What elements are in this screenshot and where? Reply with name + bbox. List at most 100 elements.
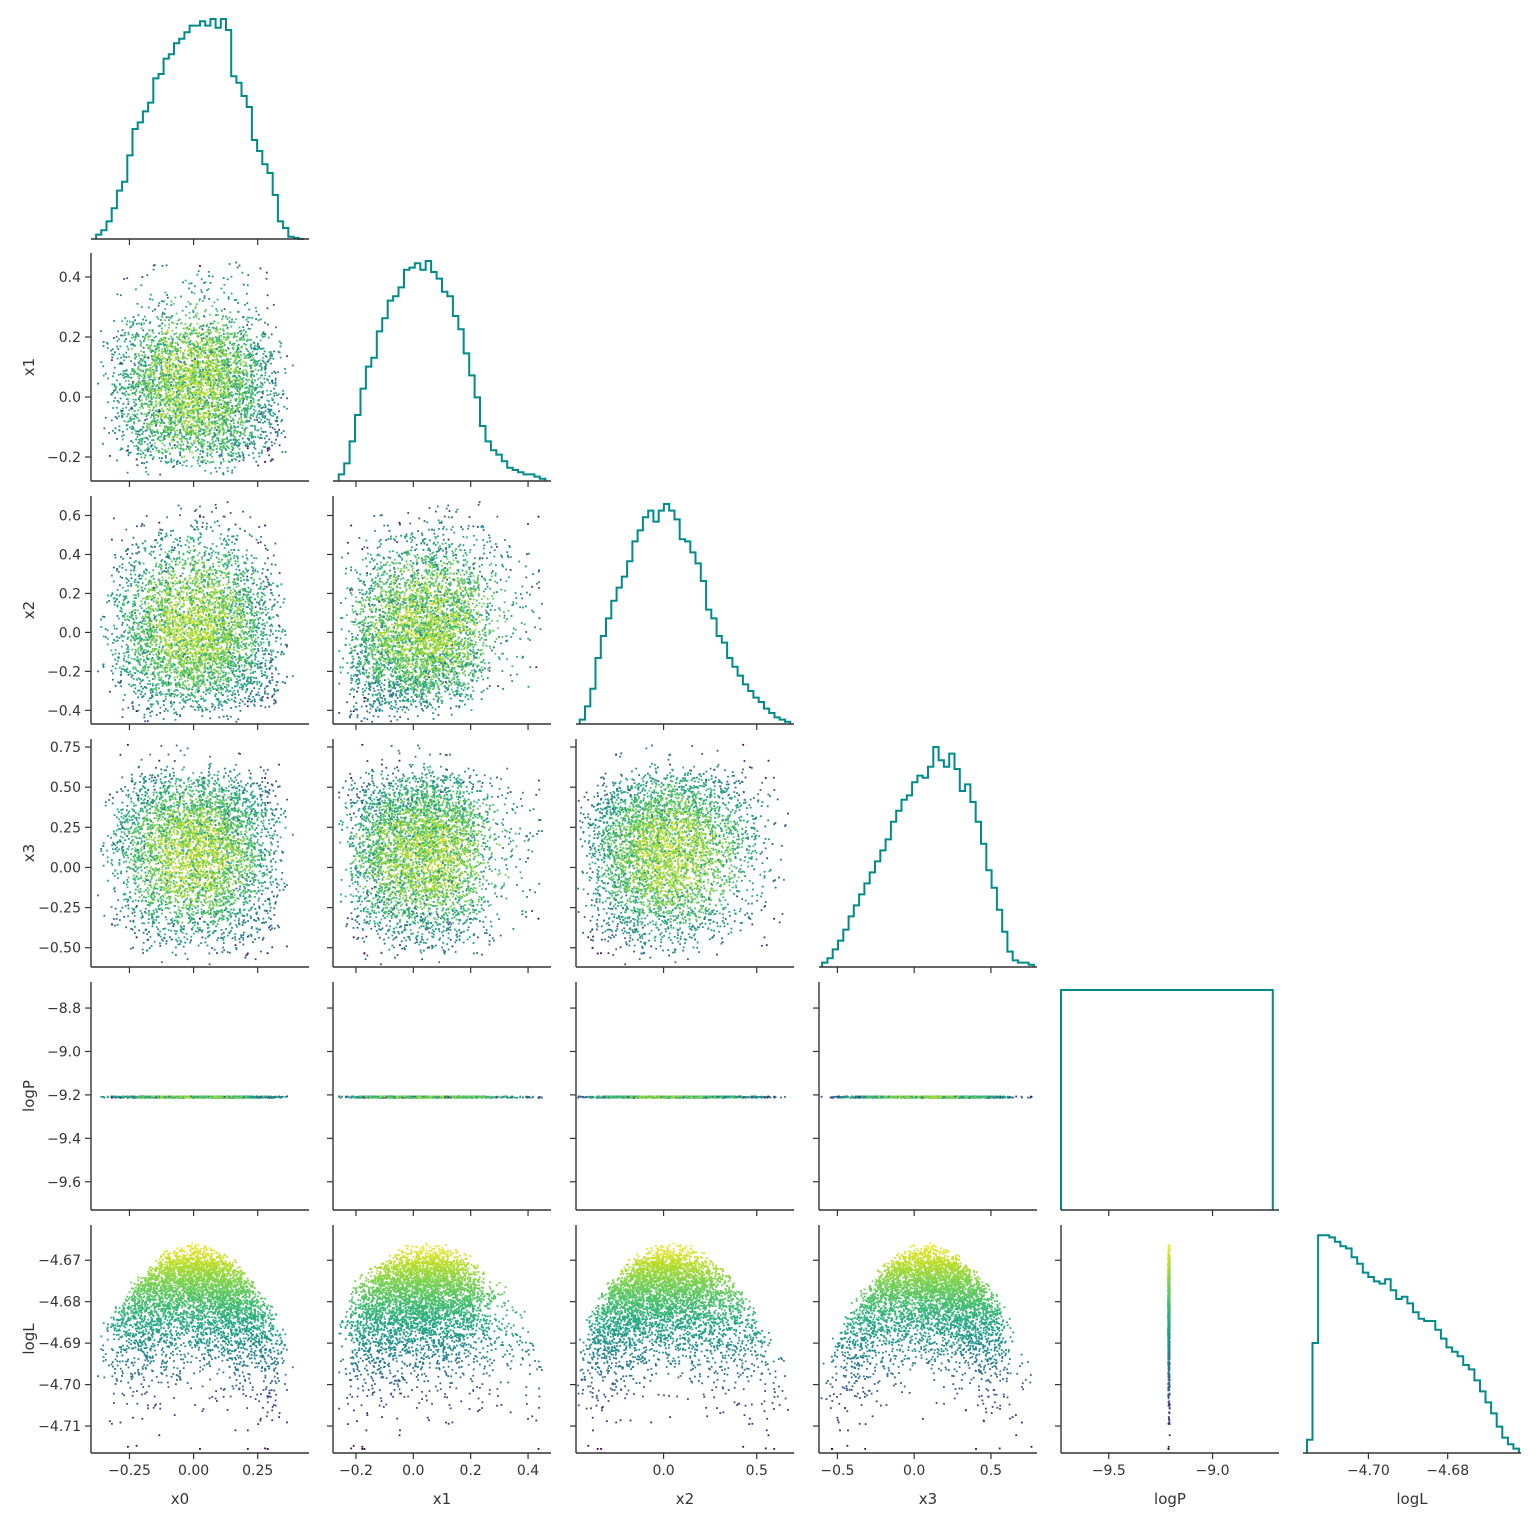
scatter-point — [180, 323, 182, 325]
scatter-point — [151, 444, 153, 446]
scatter-point — [228, 359, 230, 361]
scatter-point — [269, 413, 271, 415]
scatter-point — [187, 446, 189, 448]
scatter-point — [167, 331, 169, 333]
scatter-point — [239, 679, 241, 681]
scatter-point — [281, 432, 283, 434]
scatter-point — [226, 366, 228, 368]
scatter-point — [212, 327, 214, 329]
scatter-point — [147, 720, 149, 722]
scatter-point — [122, 329, 124, 331]
scatter-point — [277, 404, 279, 406]
scatter-point — [244, 429, 246, 431]
scatter-point — [278, 410, 280, 412]
scatter-point — [155, 565, 157, 567]
scatter-point — [280, 357, 282, 359]
scatter-point — [172, 403, 174, 405]
scatter-point — [236, 721, 238, 723]
scatter-point — [132, 382, 134, 384]
scatter-point — [237, 357, 239, 359]
scatter-point — [202, 393, 204, 395]
scatter-point — [122, 335, 124, 337]
scatter-point — [220, 348, 222, 350]
scatter-point — [124, 388, 126, 390]
scatter-point — [198, 335, 200, 337]
scatter-point — [269, 422, 271, 424]
scatter-point — [159, 353, 161, 355]
scatter-point — [200, 334, 202, 336]
scatter-point — [116, 346, 118, 348]
scatter-point — [197, 386, 199, 388]
scatter-point — [168, 355, 170, 357]
scatter-point — [228, 393, 230, 395]
scatter-point — [169, 444, 171, 446]
scatter-point — [173, 392, 175, 394]
scatter-point — [215, 379, 217, 381]
scatter-point — [226, 376, 228, 378]
scatter-point — [118, 353, 120, 355]
scatter-point — [207, 453, 209, 455]
scatter-point — [250, 386, 252, 388]
scatter-point — [195, 314, 197, 316]
scatter-point — [161, 315, 163, 317]
scatter-point — [261, 384, 263, 386]
scatter-point — [128, 452, 130, 454]
scatter-point — [189, 417, 191, 419]
scatter-point — [242, 386, 244, 388]
scatter-point — [191, 360, 193, 362]
scatter-point — [116, 570, 118, 572]
scatter-point — [224, 422, 226, 424]
scatter-point — [190, 648, 192, 650]
scatter-point — [141, 462, 143, 464]
scatter-point — [242, 455, 244, 457]
scatter-point — [268, 404, 270, 406]
scatter-point — [148, 307, 150, 309]
scatter-point — [165, 571, 167, 573]
scatter-point — [184, 408, 186, 410]
scatter-point — [224, 284, 226, 286]
scatter-point — [245, 396, 247, 398]
scatter-point — [168, 324, 170, 326]
scatter-point — [197, 351, 199, 353]
scatter-point — [242, 361, 244, 363]
scatter-point — [209, 314, 211, 316]
scatter-point — [224, 388, 226, 390]
scatter-point — [198, 318, 200, 320]
scatter-point — [202, 460, 204, 462]
scatter-point — [281, 583, 283, 585]
scatter-point — [146, 403, 148, 405]
scatter-point — [223, 355, 225, 357]
scatter-point — [163, 376, 165, 378]
scatter-point — [204, 295, 206, 297]
scatter-point — [148, 397, 150, 399]
scatter-point — [127, 472, 129, 474]
scatter-point — [164, 378, 166, 380]
scatter-point — [130, 440, 132, 442]
scatter-point — [162, 314, 164, 316]
scatter-point — [206, 431, 208, 433]
scatter-point — [202, 643, 204, 645]
scatter-point — [190, 352, 192, 354]
scatter-point — [222, 367, 224, 369]
scatter-point — [114, 367, 116, 369]
scatter-point — [228, 388, 230, 390]
scatter-point — [185, 448, 187, 450]
scatter-point — [144, 336, 146, 338]
scatter-point — [139, 400, 141, 402]
scatter-point — [153, 337, 155, 339]
scatter-point — [223, 337, 225, 339]
scatter-point — [167, 451, 169, 453]
scatter-point — [215, 415, 217, 417]
scatter-point — [284, 368, 286, 370]
histogram-x1 — [339, 261, 546, 481]
scatter-point — [195, 379, 197, 381]
scatter-point — [114, 351, 116, 353]
scatter-point — [180, 366, 182, 368]
scatter-point — [175, 384, 177, 386]
scatter-point — [273, 395, 275, 397]
scatter-point — [126, 369, 128, 371]
scatter-point — [183, 381, 185, 383]
scatter-point — [180, 587, 182, 589]
scatter-point — [217, 393, 219, 395]
scatter-point — [117, 293, 119, 295]
